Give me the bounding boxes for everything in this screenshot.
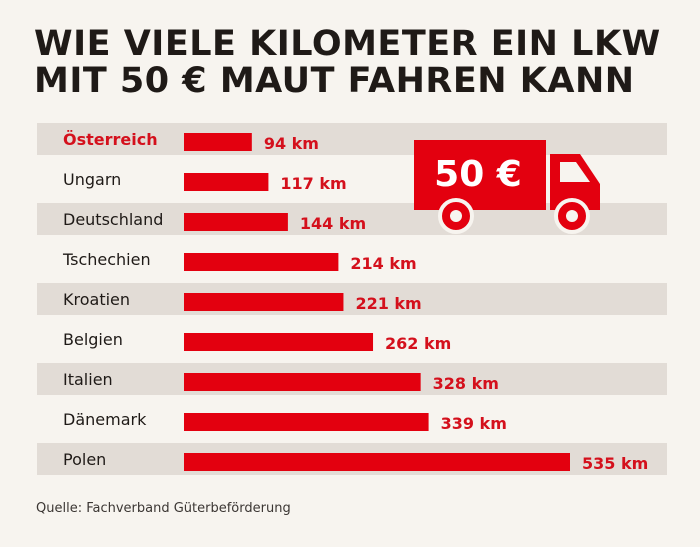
category-label: Tschechien	[62, 250, 151, 269]
category-label: Dänemark	[63, 410, 147, 429]
value-label: 328 km	[433, 374, 499, 393]
value-label: 535 km	[582, 454, 648, 473]
bar	[184, 373, 421, 391]
category-label: Kroatien	[63, 290, 130, 309]
title-line-1: WIE VIELE KILOMETER EIN LKW	[34, 24, 661, 64]
category-label: Österreich	[63, 130, 158, 149]
bar	[184, 293, 344, 311]
value-label: 339 km	[441, 414, 507, 433]
value-label: 262 km	[385, 334, 451, 353]
row-band	[37, 283, 667, 315]
bar	[184, 453, 570, 471]
value-label: 94 km	[264, 134, 319, 153]
truck-icon: 50 €	[414, 140, 600, 234]
bar	[184, 213, 288, 231]
category-label: Belgien	[63, 330, 123, 349]
value-label: 144 km	[300, 214, 366, 233]
truck-label: 50 €	[434, 154, 522, 195]
bar	[184, 133, 252, 151]
bar	[184, 333, 374, 351]
category-label: Deutschland	[63, 210, 163, 229]
truck-hub-front	[566, 210, 578, 222]
category-label: Italien	[63, 370, 113, 389]
category-label: Ungarn	[63, 170, 121, 189]
value-label: 214 km	[350, 254, 416, 273]
bar	[184, 413, 429, 431]
value-label: 221 km	[355, 294, 421, 313]
bar	[184, 253, 339, 271]
truck-cargo-box	[414, 140, 546, 210]
source-note: Quelle: Fachverband Güterbeförderung	[36, 501, 291, 516]
bar	[184, 173, 269, 191]
title-line-2: MIT 50 € MAUT FAHREN KANN	[34, 61, 635, 101]
value-label: 117 km	[280, 174, 346, 193]
chart-title: WIE VIELE KILOMETER EIN LKW MIT 50 € MAU…	[34, 26, 674, 100]
category-label: Polen	[63, 450, 106, 469]
truck-window	[560, 162, 590, 182]
row-band	[37, 123, 667, 155]
truck-hub-rear	[450, 210, 462, 222]
